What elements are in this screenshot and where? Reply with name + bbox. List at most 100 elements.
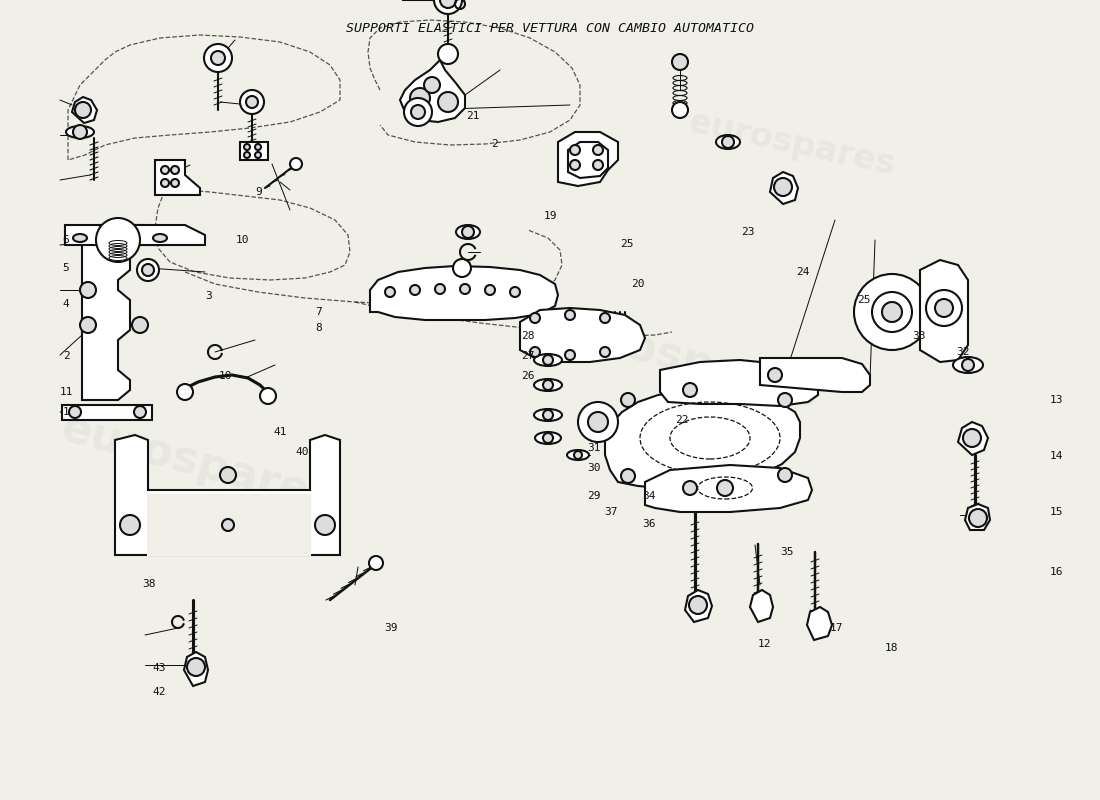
Circle shape	[543, 355, 553, 365]
Text: 10: 10	[235, 235, 249, 245]
Text: 25: 25	[620, 239, 634, 249]
Circle shape	[222, 519, 234, 531]
Circle shape	[134, 406, 146, 418]
Circle shape	[565, 310, 575, 320]
Circle shape	[460, 284, 470, 294]
Circle shape	[170, 179, 179, 187]
Circle shape	[368, 556, 383, 570]
Circle shape	[404, 98, 432, 126]
Circle shape	[778, 393, 792, 407]
Polygon shape	[116, 435, 340, 555]
Circle shape	[220, 467, 236, 483]
Ellipse shape	[716, 135, 740, 149]
Ellipse shape	[534, 354, 562, 366]
Text: 25: 25	[857, 295, 870, 305]
Circle shape	[434, 0, 462, 14]
Polygon shape	[685, 590, 712, 622]
Circle shape	[570, 160, 580, 170]
Ellipse shape	[73, 234, 87, 242]
Text: 28: 28	[521, 331, 535, 341]
Circle shape	[510, 287, 520, 297]
Circle shape	[543, 433, 553, 443]
Circle shape	[593, 160, 603, 170]
Circle shape	[882, 302, 902, 322]
Circle shape	[132, 317, 148, 333]
Text: 19: 19	[543, 211, 557, 221]
Text: 20: 20	[631, 279, 645, 289]
Text: 30: 30	[587, 463, 601, 473]
Circle shape	[142, 264, 154, 276]
Circle shape	[246, 96, 258, 108]
Circle shape	[962, 359, 974, 371]
Text: 38: 38	[142, 579, 155, 589]
Text: 10: 10	[219, 371, 232, 381]
Circle shape	[778, 468, 792, 482]
Ellipse shape	[534, 379, 562, 391]
Polygon shape	[965, 504, 990, 530]
Circle shape	[672, 54, 688, 70]
Circle shape	[854, 274, 930, 350]
Circle shape	[187, 658, 205, 676]
Text: 33: 33	[912, 331, 925, 341]
Text: 4: 4	[63, 299, 69, 309]
Text: 18: 18	[884, 643, 898, 653]
Circle shape	[438, 92, 458, 112]
Circle shape	[170, 166, 179, 174]
Text: 8: 8	[316, 323, 322, 333]
Text: 23: 23	[741, 227, 755, 237]
Ellipse shape	[566, 450, 588, 460]
Text: 6: 6	[63, 235, 69, 245]
Circle shape	[240, 90, 264, 114]
Circle shape	[935, 299, 953, 317]
Circle shape	[80, 282, 96, 298]
Circle shape	[565, 350, 575, 360]
Circle shape	[385, 287, 395, 297]
Text: 17: 17	[829, 623, 843, 633]
Circle shape	[453, 259, 471, 277]
Circle shape	[774, 178, 792, 196]
Circle shape	[621, 393, 635, 407]
Polygon shape	[605, 392, 800, 488]
Text: 15: 15	[1049, 507, 1063, 517]
Text: 39: 39	[384, 623, 397, 633]
Text: 11: 11	[59, 387, 73, 397]
Polygon shape	[660, 360, 818, 406]
Polygon shape	[72, 97, 97, 123]
Text: 43: 43	[153, 663, 166, 673]
Circle shape	[177, 384, 192, 400]
Circle shape	[244, 152, 250, 158]
Circle shape	[672, 102, 688, 118]
Text: eurospares: eurospares	[56, 407, 340, 521]
Circle shape	[530, 347, 540, 357]
Circle shape	[722, 136, 734, 148]
Polygon shape	[958, 422, 988, 455]
Circle shape	[69, 406, 81, 418]
Polygon shape	[65, 225, 165, 245]
Circle shape	[621, 469, 635, 483]
Circle shape	[138, 259, 160, 281]
Polygon shape	[100, 225, 205, 245]
Polygon shape	[760, 358, 870, 392]
Circle shape	[600, 347, 610, 357]
Polygon shape	[184, 652, 208, 686]
Circle shape	[683, 481, 697, 495]
Ellipse shape	[534, 409, 562, 421]
Circle shape	[543, 380, 553, 390]
Circle shape	[588, 412, 608, 432]
Text: 5: 5	[63, 263, 69, 273]
Circle shape	[73, 125, 87, 139]
Circle shape	[969, 509, 987, 527]
Text: 1: 1	[63, 407, 69, 417]
Circle shape	[161, 166, 169, 174]
Text: 7: 7	[316, 307, 322, 317]
Circle shape	[440, 0, 456, 8]
Text: 35: 35	[780, 547, 793, 557]
Ellipse shape	[535, 432, 561, 444]
Text: 14: 14	[1049, 451, 1063, 461]
Circle shape	[593, 145, 603, 155]
Text: 21: 21	[466, 111, 480, 121]
Polygon shape	[920, 260, 968, 362]
Polygon shape	[82, 232, 130, 400]
Ellipse shape	[153, 234, 167, 242]
Ellipse shape	[456, 225, 480, 239]
